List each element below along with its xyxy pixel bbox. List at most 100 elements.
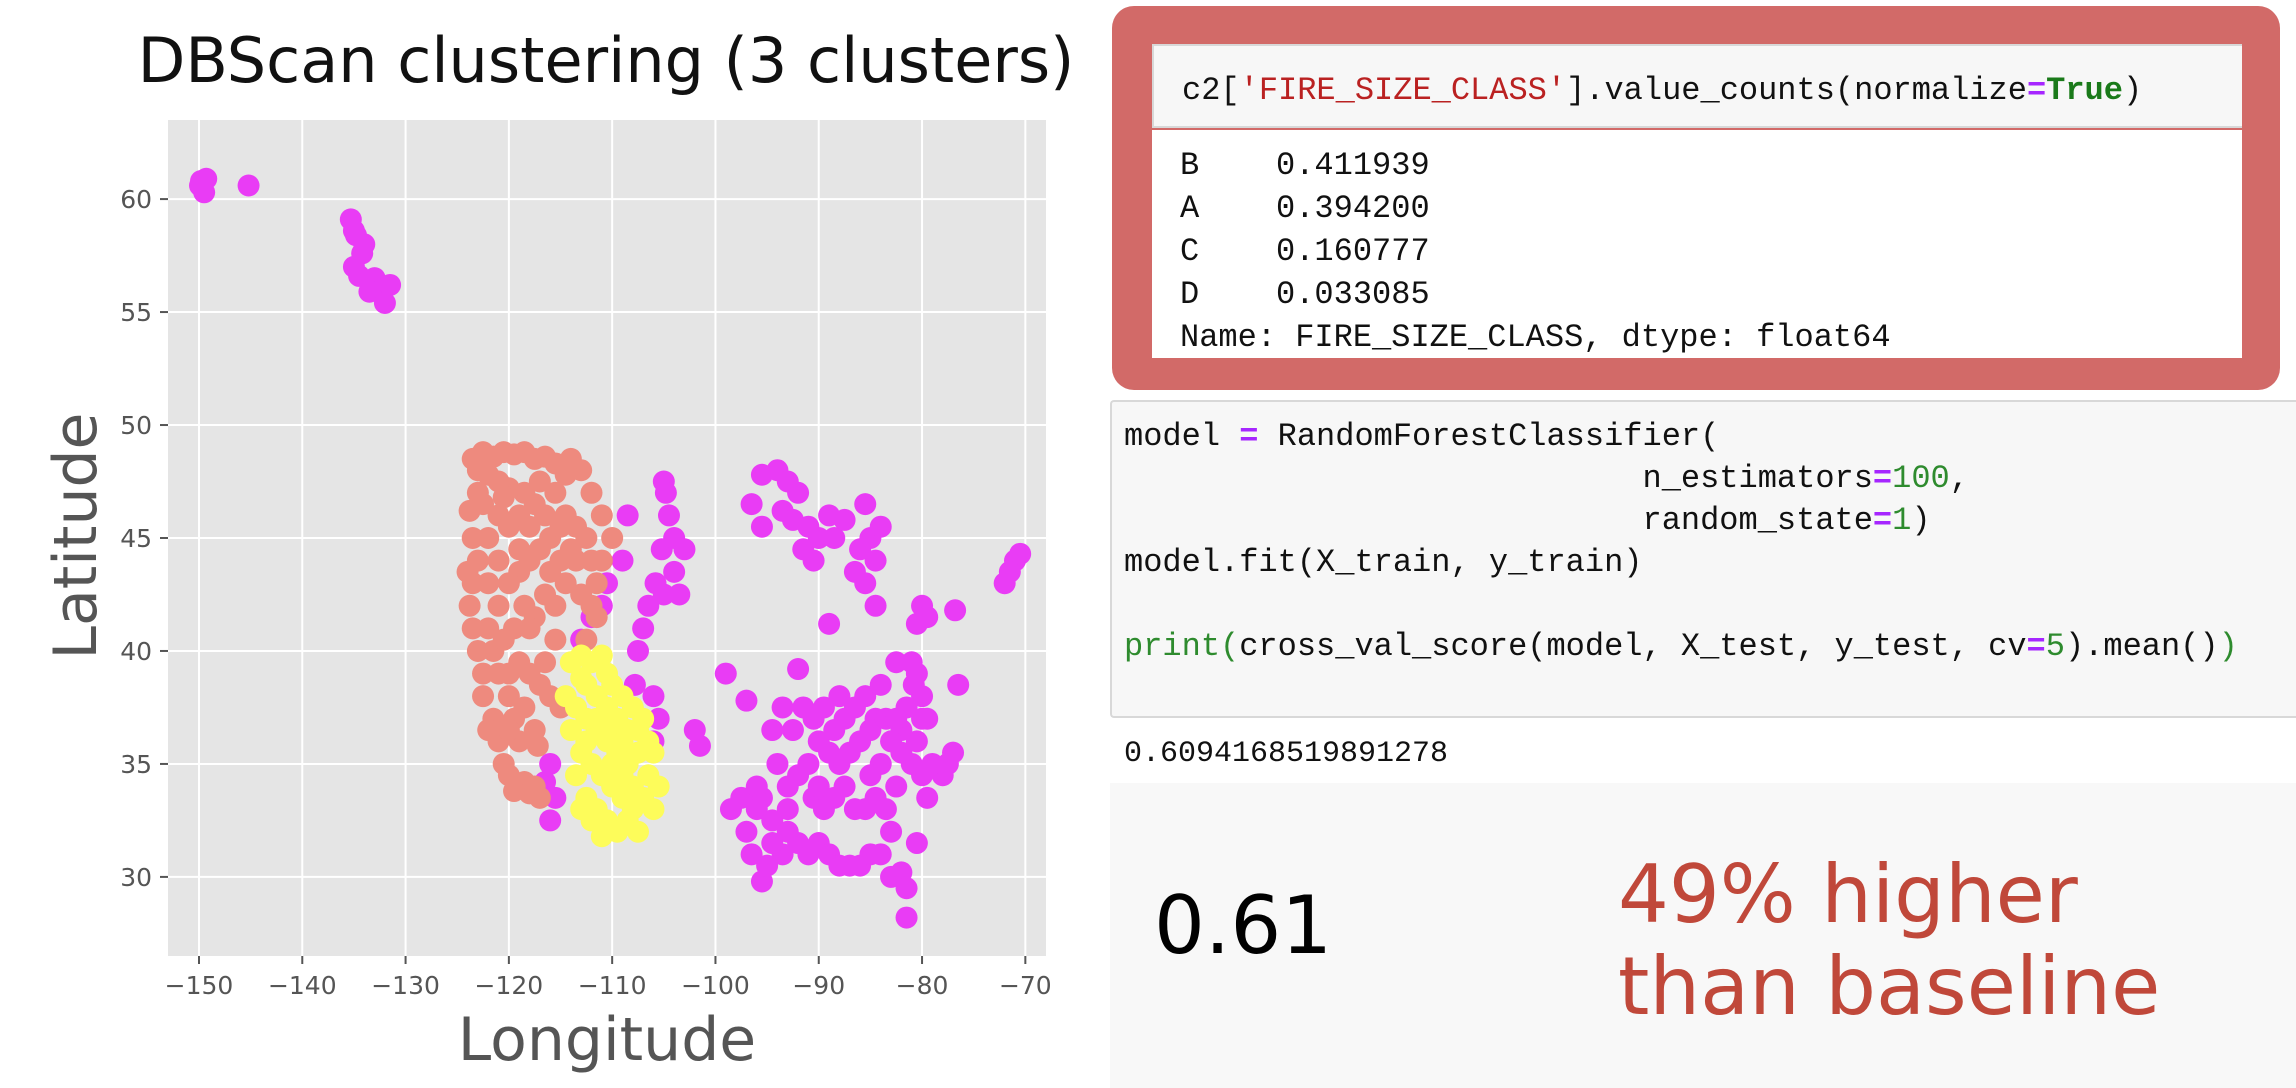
scatter-point-cluster-0: [766, 752, 789, 775]
output-row-value: 0.033085: [1276, 276, 1430, 313]
scatter-point-cluster-1: [590, 549, 613, 572]
code-cell-value-counts[interactable]: c2['FIRE_SIZE_CLASS'].value_counts(norma…: [1152, 44, 2242, 128]
x-tick-label: −120: [475, 971, 544, 1000]
output-row: D 0.033085: [1180, 273, 2242, 316]
scatter-point-cluster-0: [869, 515, 892, 538]
scatter-point-cluster-0: [626, 639, 649, 662]
code-line-2: n_estimators=100,: [1124, 458, 2296, 500]
code-token-builtin: print(: [1124, 628, 1240, 665]
scatter-point-cluster-2: [559, 719, 582, 742]
scatter-point-cluster-0: [544, 786, 567, 809]
y-tick-label: 60: [120, 185, 152, 214]
scatter-point-cluster-0: [833, 775, 856, 798]
scatter-point-cluster-0: [895, 906, 918, 929]
y-tick-label: 35: [120, 750, 152, 779]
scatter-point-cluster-0: [905, 612, 928, 635]
scatter-point-cluster-0: [916, 786, 939, 809]
scatter-point-cluster-0: [776, 775, 799, 798]
scatter-point-cluster-0: [947, 673, 970, 696]
y-tick-label: 30: [120, 863, 152, 892]
code-token-number: 100: [1892, 460, 1950, 497]
scatter-point-cluster-0: [885, 651, 908, 674]
scatter-point-cluster-0: [611, 549, 634, 572]
scatter-point-cluster-1: [497, 719, 520, 742]
code-token: ): [1911, 502, 1931, 539]
scatter-point-cluster-0: [807, 775, 830, 798]
scatter-point-cluster-2: [554, 685, 577, 708]
scatter-point-cluster-1: [528, 470, 551, 493]
output-footer: Name: FIRE_SIZE_CLASS, dtype: float64: [1180, 319, 1891, 356]
x-tick-label: −110: [578, 971, 647, 1000]
output-row-value: 0.160777: [1276, 233, 1430, 270]
scatter-point-cluster-1: [565, 549, 588, 572]
scatter-point-cluster-2: [647, 775, 670, 798]
comparison-line-2: than baseline: [1618, 940, 2161, 1033]
comparison-line-1: 49% higher: [1618, 848, 2078, 941]
code-token-string: 'FIRE_SIZE_CLASS': [1239, 72, 1567, 109]
scatter-point-cluster-1: [518, 515, 541, 538]
summary-panel: 0.61 49% higher than baseline: [1110, 783, 2296, 1088]
scatter-point-cluster-0: [683, 719, 706, 742]
code-cell-random-forest[interactable]: model = RandomForestClassifier( n_estima…: [1110, 400, 2296, 718]
code-line-blank: [1124, 584, 2296, 626]
code-token-number: 1: [1892, 502, 1912, 539]
code-line-1: model = RandomForestClassifier(: [1124, 416, 2296, 458]
scatter-point-cluster-0: [657, 504, 680, 527]
x-tick-label: −90: [792, 971, 845, 1000]
scatter-point-cluster-2: [611, 730, 634, 753]
scatter-point-cluster-2: [590, 825, 613, 848]
scatter-point-cluster-0: [663, 560, 686, 583]
output-row-label: B: [1180, 147, 1200, 184]
scatter-point-cluster-1: [518, 782, 541, 805]
scatter-point-cluster-1: [492, 486, 515, 509]
scatter-point-cluster-0: [632, 617, 655, 640]
scatter-point-cluster-0: [647, 707, 670, 730]
scatter-point-cluster-0: [854, 685, 877, 708]
code-token: ).mean(): [2064, 628, 2219, 665]
scatter-point-cluster-1: [497, 572, 520, 595]
code-token-operator: =: [1872, 460, 1893, 497]
scatter-point-cluster-1: [554, 572, 577, 595]
scatter-point-cluster-0: [750, 515, 773, 538]
scatter-point-cluster-0: [812, 696, 835, 719]
scatter-point-cluster-0: [854, 798, 877, 821]
scatter-point-cluster-2: [642, 798, 665, 821]
score-value: 0.61: [1154, 879, 1333, 972]
scatter-point-cluster-1: [487, 549, 510, 572]
y-tick-label: 50: [120, 411, 152, 440]
scatter-point-cluster-0: [776, 798, 799, 821]
scatter-point-cluster-1: [513, 696, 536, 719]
output-row-label: D: [1180, 276, 1200, 313]
scatter-point-cluster-0: [637, 594, 660, 617]
scatter-point-cluster-0: [616, 504, 639, 527]
scatter-point-cluster-0: [373, 292, 396, 315]
code-token-builtin-close: ): [2218, 628, 2238, 665]
x-axis-label: Longitude: [458, 1005, 756, 1075]
scatter-point-cluster-0: [818, 612, 841, 635]
scatter-point-cluster-2: [590, 644, 613, 667]
code-token: model: [1124, 418, 1240, 455]
scatter-point-cluster-1: [466, 459, 489, 482]
code-token-close: ): [2122, 72, 2143, 109]
scatter-point-cluster-1: [580, 481, 603, 504]
baseline-comparison: 49% higher than baseline: [1618, 849, 2160, 1033]
scatter-point-cluster-2: [570, 667, 593, 690]
scatter-point-cluster-0: [823, 527, 846, 549]
scatter-point-cluster-0: [859, 843, 882, 866]
scatter-point-cluster-0: [843, 560, 866, 583]
code-indent: [1124, 460, 1642, 497]
scatter-point-cluster-0: [735, 689, 758, 712]
code-token-number: 5: [2045, 628, 2065, 665]
scatter-point-cluster-0: [740, 493, 763, 516]
scatter-point-cluster-0: [787, 658, 810, 681]
scatter-point-cluster-1: [472, 493, 495, 516]
scatter-point-cluster-0: [828, 685, 851, 708]
scatter-point-cluster-1: [466, 639, 489, 662]
scatter-point-cluster-1: [461, 617, 484, 640]
x-tick-label: −140: [268, 971, 337, 1000]
code-token-operator: =: [1872, 502, 1893, 539]
scatter-point-cluster-0: [642, 685, 665, 708]
code-line-3: random_state=1): [1124, 500, 2296, 542]
scatter-point-cluster-0: [792, 538, 815, 561]
scatter-point-cluster-0: [911, 707, 934, 730]
